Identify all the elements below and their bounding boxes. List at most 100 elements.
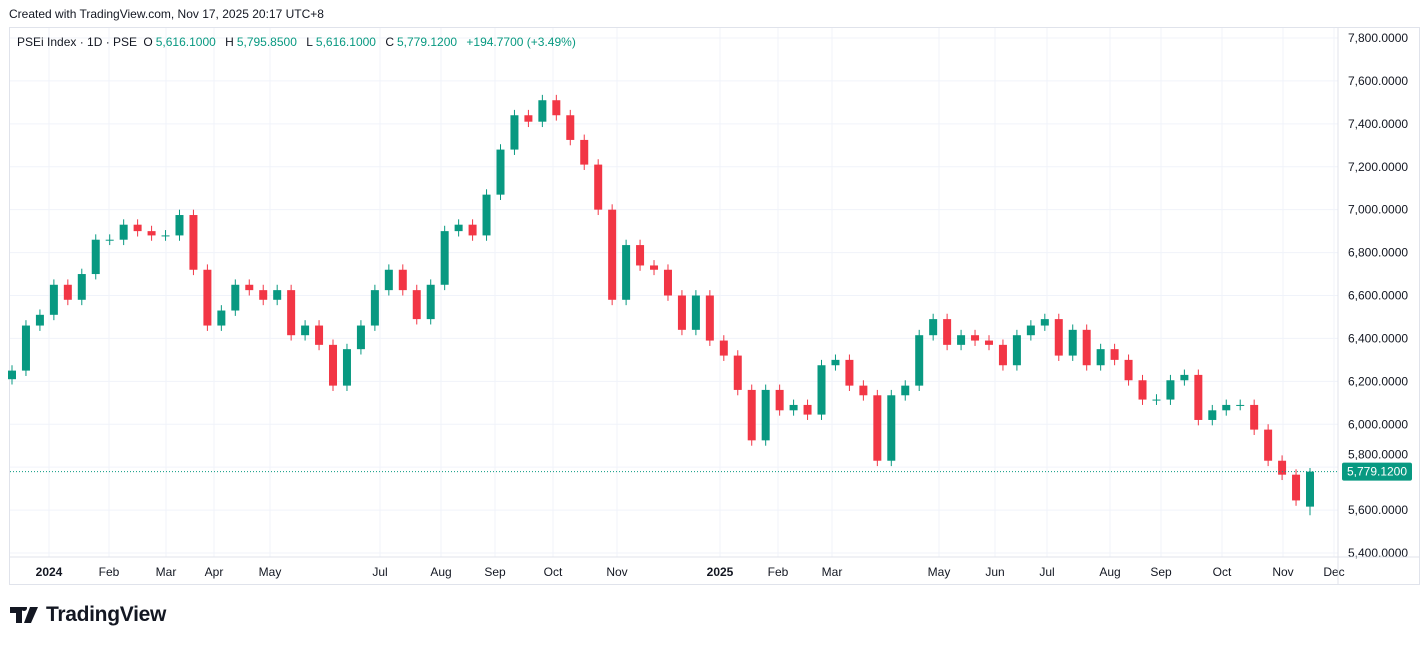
candle-body [119, 224, 128, 240]
candle-body [133, 224, 142, 232]
candle-body [887, 395, 896, 461]
credit-text: Created with TradingView.com, Nov 17, 20… [9, 7, 324, 21]
chart-frame[interactable] [9, 27, 1420, 585]
candle-body [1082, 329, 1091, 366]
candle-body [315, 325, 324, 345]
x-tick-label: May [928, 565, 951, 579]
candle-body [105, 239, 114, 241]
x-tick-label: May [259, 565, 282, 579]
x-tick-label: Jun [985, 565, 1004, 579]
candle-body [1110, 349, 1119, 360]
x-tick-label: Oct [544, 565, 563, 579]
candle-body [1054, 319, 1063, 356]
candle-body [287, 290, 296, 336]
candlestick-chart[interactable]: 2024 Feb Mar Apr May Jul Aug Sep Oct Nov 2025 Feb Ma… [0, 0, 1427, 600]
candle-body [1194, 374, 1203, 420]
candle-body [245, 284, 254, 291]
y-tick-label: 6,200.0000 [1348, 374, 1408, 388]
candle-body [63, 284, 72, 300]
candle-body [161, 235, 170, 237]
last-price-badge [1342, 462, 1412, 481]
candle-body [1250, 404, 1259, 430]
candle-body [775, 389, 784, 411]
y-tick-label: 6,600.0000 [1348, 289, 1408, 303]
tradingview-logo[interactable]: TradingView [10, 603, 166, 627]
candle-body [566, 115, 575, 140]
x-tick-label: 2024 [36, 565, 63, 579]
x-tick-label: Feb [99, 565, 120, 579]
x-tick-label: Nov [1272, 565, 1293, 579]
candle-body [719, 340, 728, 356]
x-tick-label: Mar [156, 565, 177, 579]
candle-body [1180, 374, 1189, 381]
candle-body [21, 325, 30, 371]
candle-body [217, 310, 226, 326]
candle-body [91, 239, 100, 275]
y-tick-label: 6,400.0000 [1348, 331, 1408, 345]
candle-body [915, 335, 924, 386]
logo-text: TradingView [46, 603, 167, 626]
x-tick-label: Aug [1099, 565, 1120, 579]
x-tick-label: Sep [1150, 565, 1172, 579]
candle-body [663, 269, 672, 296]
high-value: H 5,795.8500 [225, 35, 297, 49]
candle-body [538, 100, 547, 122]
y-tick-label: 7,000.0000 [1348, 203, 1408, 217]
candle-body [1026, 325, 1035, 336]
candle-body [1292, 474, 1301, 501]
candle-body [301, 325, 310, 336]
candle-body [845, 359, 854, 386]
candle-body [398, 269, 407, 291]
y-tick-label: 6,000.0000 [1348, 417, 1408, 431]
candle-body [691, 295, 700, 330]
candle-body [1222, 404, 1231, 411]
x-tick-label: Jul [372, 565, 387, 579]
y-tick-label: 7,600.0000 [1348, 74, 1408, 88]
candle-body [496, 149, 505, 195]
candle-body [510, 115, 519, 150]
y-tick-label: 7,800.0000 [1348, 31, 1408, 45]
y-tick-label: 5,600.0000 [1348, 503, 1408, 517]
candle-body [859, 385, 868, 396]
candle-body [175, 215, 184, 236]
candle-body [677, 295, 686, 330]
candle-body [77, 274, 86, 300]
candle-body [733, 355, 742, 390]
y-tick-label: 6,800.0000 [1348, 246, 1408, 260]
candle-body [1124, 359, 1133, 381]
candle-body [817, 365, 826, 415]
candle-body [761, 389, 770, 441]
candle-body [259, 290, 268, 300]
candle-body [552, 100, 561, 116]
x-tick-label: Mar [822, 565, 843, 579]
candle-body [1040, 319, 1049, 326]
candle-body [203, 269, 212, 326]
candle-body [971, 335, 980, 341]
candle-body [1152, 399, 1161, 401]
x-tick-label: 2025 [707, 565, 734, 579]
candle-body [189, 215, 198, 270]
candle-body [440, 231, 449, 285]
candle-body [998, 344, 1007, 366]
x-tick-label: Dec [1323, 565, 1344, 579]
candle-body [426, 284, 435, 320]
change-value: +194.7700 (+3.49%) [466, 35, 576, 49]
ohlc-legend: PSEi Index · 1D · PSE O 5,616.1000 H 5,795… [17, 35, 579, 49]
candle-body [1138, 380, 1147, 400]
candle-body [984, 340, 993, 345]
candle-body [454, 224, 463, 232]
candle-body [608, 209, 617, 300]
candle-body [35, 314, 44, 326]
candle-body [1278, 460, 1287, 475]
symbol-label[interactable]: PSEi Index · 1D · PSE [17, 35, 138, 49]
open-value: O 5,616.1000 [143, 35, 216, 49]
candle-body [147, 231, 156, 236]
candle-body [412, 290, 421, 320]
candle-body [1012, 335, 1021, 366]
candle-body [873, 395, 882, 461]
x-tick-label: Feb [768, 565, 789, 579]
y-tick-label: 5,800.0000 [1348, 448, 1408, 462]
x-tick-label: Aug [430, 565, 451, 579]
candle-body [329, 344, 338, 386]
candle-body [342, 349, 351, 386]
